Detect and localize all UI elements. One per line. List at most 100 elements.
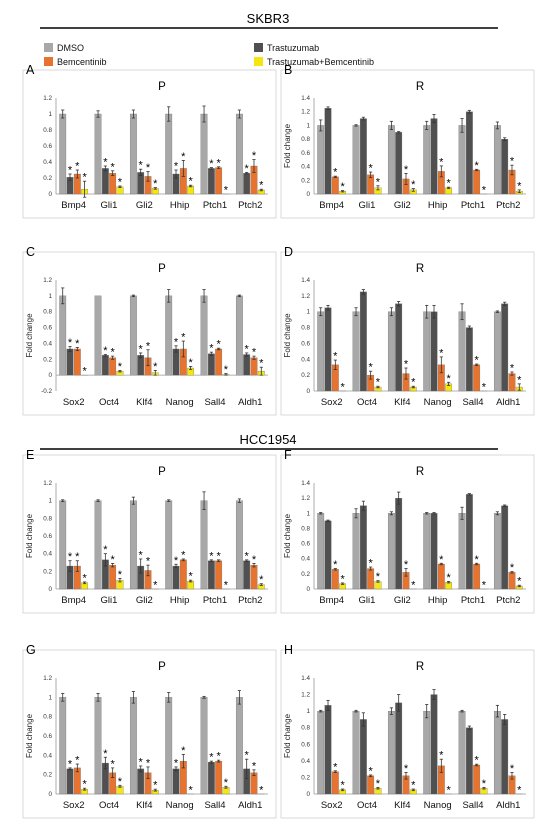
y-tick-label: 0.6 [43,733,52,740]
y-tick-label: 0.4 [301,556,310,563]
bar [94,113,102,195]
y-tick-label: 0.4 [301,164,310,171]
bar [387,311,395,392]
panel-title: P [158,466,166,478]
significance-star: * [174,336,179,348]
bar [331,176,339,195]
y-tick-label: 1.4 [301,480,310,487]
significance-star: * [181,332,186,344]
y-tick-label: 1.4 [301,675,310,682]
y-tick-label: 0.2 [301,774,310,781]
x-category-label: Sox2 [321,800,343,811]
x-category-label: Aldh1 [496,800,520,811]
x-category-label: Sall4 [204,800,225,811]
significance-star: * [340,382,345,394]
bar [359,505,367,590]
x-category-label: Sox2 [63,397,85,408]
panel-title: R [416,263,424,275]
bar [172,348,180,376]
y-tick-label: 0.4 [301,758,310,765]
significance-star: * [139,160,144,172]
significance-star: * [75,338,80,350]
significance-star: * [174,555,179,567]
significance-star: * [68,165,73,177]
significance-star: * [517,374,522,386]
bar [59,500,67,590]
x-category-label: Nanog [166,800,194,811]
x-category-label: Ptch2 [496,595,520,606]
significance-star: * [404,763,409,775]
significance-star: * [245,163,250,175]
y-tick-label: 0 [306,791,310,798]
y-tick-label: 0 [48,586,52,593]
y-tick-label: 0 [306,586,310,593]
legend-swatch-trastuzumab [254,43,263,52]
bar [66,768,74,795]
x-category-label: Gli1 [359,595,376,606]
bar [59,113,67,195]
y-axis-label: Fold change [283,513,292,558]
bar [94,697,102,795]
x-category-label: Aldh1 [496,397,520,408]
bar [359,719,367,795]
x-category-label: Bmp4 [319,200,344,211]
y-tick-label: 0.2 [301,372,310,379]
significance-star: * [259,574,264,586]
y-tick-label: 1 [306,122,310,129]
panel-title: P [158,263,166,275]
significance-star: * [68,551,73,563]
significance-star: * [404,164,409,176]
significance-star: * [411,780,416,792]
bar [215,348,223,376]
bar [215,560,223,590]
x-category-label: Gli2 [136,200,153,211]
legend: DMSO Trastuzumab Bemcentinib Trastuzumab… [44,43,374,67]
bar [324,520,332,590]
bar [359,291,367,392]
significance-star: * [252,347,257,359]
bar [207,353,215,376]
significance-star: * [224,777,229,789]
y-tick-label: 0.6 [43,143,52,150]
bar [165,113,173,195]
significance-star: * [146,162,151,174]
significance-star: * [369,558,374,570]
bar [94,500,102,590]
x-category-label: Oct4 [357,397,377,408]
significance-star: * [139,549,144,561]
x-category-label: Ptch1 [461,200,485,211]
y-tick-label: 0.4 [43,752,52,759]
significance-star: * [209,343,214,355]
significance-star: * [82,366,87,378]
x-category-label: Klf4 [394,800,410,811]
x-category-label: Ptch1 [203,595,227,606]
significance-star: * [139,343,144,355]
y-tick-label: 0.8 [43,714,52,721]
significance-star: * [118,776,123,788]
significance-star: * [224,364,229,376]
bar [165,295,173,376]
x-category-label: Ptch2 [238,200,262,211]
section-title-skbr3: SKBR3 [247,11,290,26]
y-tick-label: 1 [48,111,52,118]
significance-star: * [446,785,451,797]
y-tick-label: 1.2 [43,277,52,284]
y-tick-label: 0.8 [43,515,52,522]
bar [200,697,208,795]
significance-star: * [217,550,222,562]
significance-star: * [411,580,416,592]
bar [207,761,215,795]
legend-swatch-bemcentinib [44,57,53,66]
significance-star: * [404,359,409,371]
significance-star: * [376,778,381,790]
significance-star: * [82,779,87,791]
panel-title: P [158,661,166,673]
x-category-label: Klf4 [136,800,152,811]
y-tick-label: 0.2 [43,772,52,779]
x-category-label: Aldh1 [238,397,262,408]
significance-star: * [245,343,250,355]
x-category-label: Ptch2 [238,595,262,606]
significance-star: * [181,151,186,163]
bar [458,513,466,590]
significance-star: * [439,347,444,359]
